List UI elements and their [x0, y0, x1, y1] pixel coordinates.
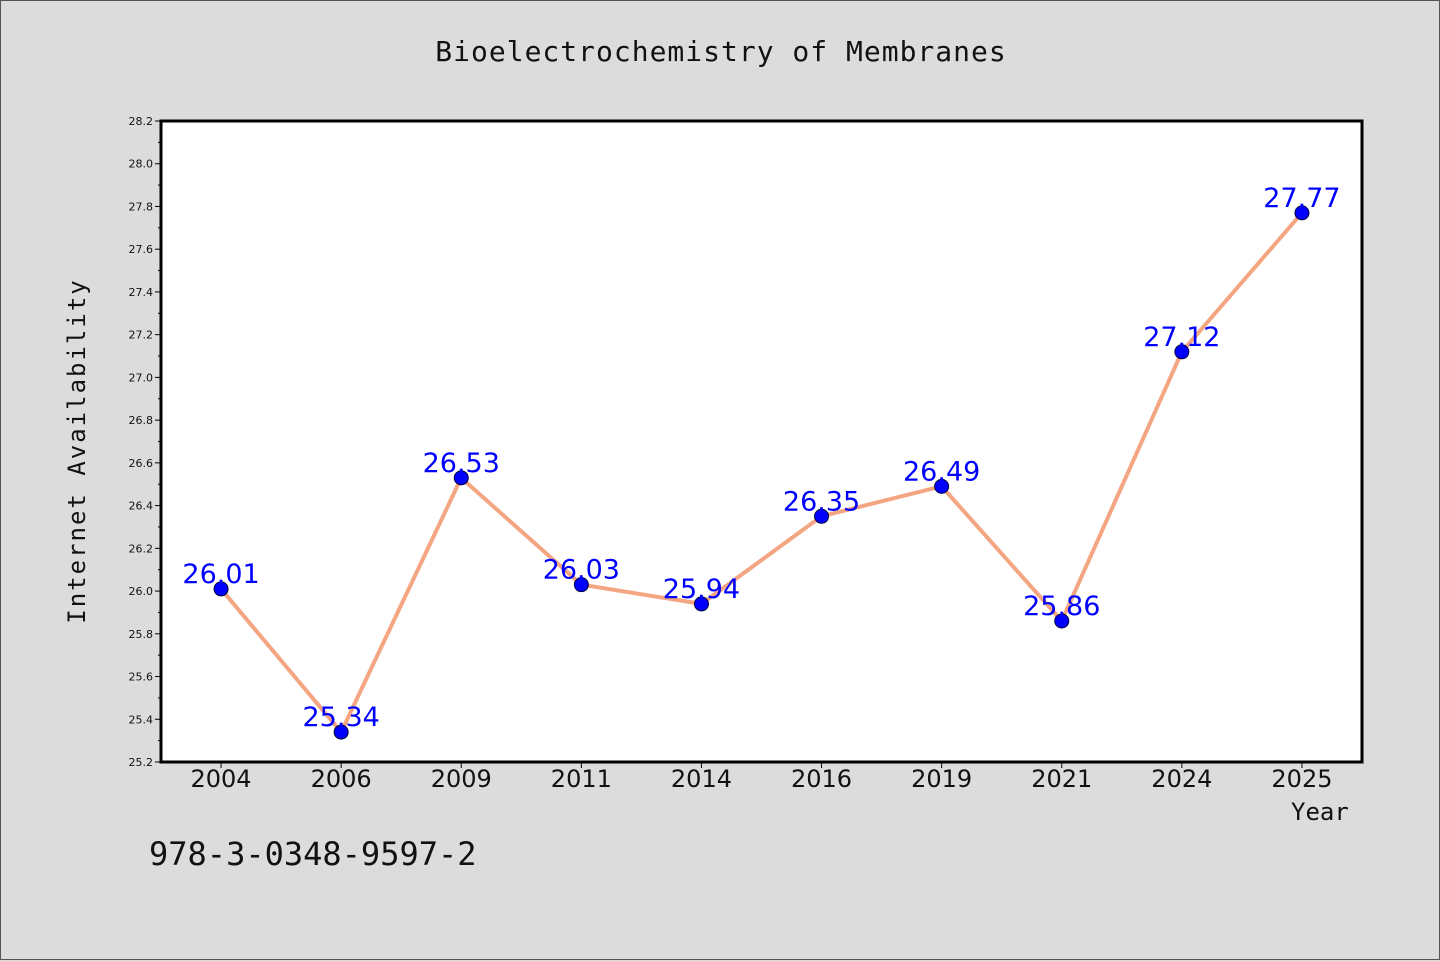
y-tick-label: 27.4	[129, 286, 154, 299]
data-point	[1054, 613, 1070, 629]
y-tick-label: 25.4	[129, 713, 154, 726]
data-label: 26.03	[543, 555, 620, 586]
data-point	[693, 596, 709, 612]
y-tick-label: 27.2	[129, 329, 154, 342]
y-tick-label: 26.6	[129, 457, 154, 470]
x-tick-label: 2021	[1031, 765, 1092, 793]
y-axis-label: Internet Availability	[63, 278, 91, 624]
x-tick-label: 2019	[911, 765, 972, 793]
data-point	[814, 508, 830, 524]
data-point	[934, 478, 950, 494]
data-point	[333, 724, 349, 740]
x-tick-label: 2016	[791, 765, 852, 793]
data-label: 26.01	[182, 559, 259, 590]
data-label: 25.94	[663, 574, 740, 605]
plot-area	[161, 121, 1362, 762]
data-label: 27.77	[1263, 183, 1340, 214]
y-tick-label: 25.2	[129, 756, 154, 769]
series-line	[219, 211, 1304, 735]
y-tick-label: 26.4	[129, 500, 154, 513]
y-tick-label: 28.2	[129, 115, 154, 128]
data-label: 26.53	[423, 448, 500, 479]
x-tick-label: 2024	[1151, 765, 1212, 793]
data-label: 26.49	[903, 456, 980, 487]
plot-border	[159, 119, 1364, 764]
data-point	[213, 581, 229, 597]
y-tick-label: 28.0	[129, 158, 154, 171]
y-tick-label: 27.8	[129, 200, 154, 213]
y-tick-label: 26.8	[129, 414, 154, 427]
y-tick-label: 26.2	[129, 542, 154, 555]
data-label: 27.12	[1143, 322, 1220, 353]
x-tick-label: 2025	[1271, 765, 1332, 793]
x-tick-label: 2014	[671, 765, 732, 793]
x-axis-label: Year	[1291, 798, 1349, 826]
isbn-text: 978-3-0348-9597-2	[149, 835, 477, 873]
y-tick-label: 27.0	[129, 371, 154, 384]
x-tick-label: 2006	[311, 765, 372, 793]
x-tick-label: 2004	[191, 765, 252, 793]
y-tick-label: 25.6	[129, 671, 154, 684]
x-tick-label: 2011	[551, 765, 612, 793]
data-label: 25.34	[303, 702, 380, 733]
data-point	[573, 577, 589, 593]
data-point	[453, 470, 469, 486]
data-point	[1174, 344, 1190, 360]
chart-title: Bioelectrochemistry of Membranes	[435, 35, 1007, 68]
data-label: 25.86	[1023, 591, 1100, 622]
data-label: 26.35	[783, 486, 860, 517]
data-point	[1294, 205, 1310, 221]
y-tick-label: 26.0	[129, 585, 154, 598]
x-tick-label: 2009	[431, 765, 492, 793]
y-tick-label: 27.6	[129, 243, 154, 256]
y-tick-label: 25.8	[129, 628, 154, 641]
